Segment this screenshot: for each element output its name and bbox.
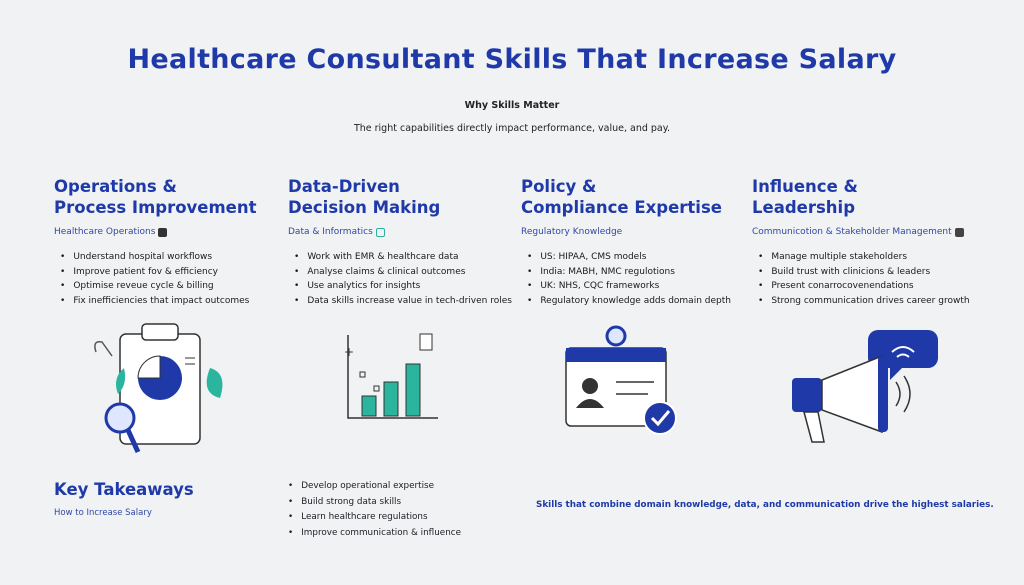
column-subtitle: Data & Informatics xyxy=(288,227,528,237)
magnifier-icon xyxy=(104,402,136,434)
paperclip-icon xyxy=(94,340,113,357)
list-item: Strong communication drives career growt… xyxy=(752,294,1012,309)
takeaways-list: Develop operational expertise Build stro… xyxy=(288,479,461,541)
column-operations: Operations & Process Improvement Healthca… xyxy=(54,176,294,308)
column-policy: Policy & Compliance Expertise Regulatory … xyxy=(521,176,761,308)
column-title: Influence & Leadership xyxy=(752,176,1012,218)
column-title: Operations & Process Improvement xyxy=(54,176,294,218)
subtitle-text: Data & Informatics xyxy=(288,227,373,237)
column-subtitle: Regulatory Knowledge xyxy=(521,227,761,237)
document-icon xyxy=(419,333,433,351)
list-item: Improve communication & influence xyxy=(288,526,461,542)
list-item: Develop operational expertise xyxy=(288,479,461,495)
list-item: Data skills increase value in tech-drive… xyxy=(288,294,528,309)
title-line: Operations & xyxy=(54,177,177,196)
summary-text: Skills that combine domain knowledge, da… xyxy=(536,500,994,510)
list-item: Present conarrocovenendations xyxy=(752,279,1012,294)
why-heading: Why Skills Matter xyxy=(464,100,560,111)
leaf-icon xyxy=(206,368,223,398)
list-item: Understand hospital workflows xyxy=(54,250,294,265)
title-line: Compliance Expertise xyxy=(521,198,722,217)
column-title: Policy & Compliance Expertise xyxy=(521,176,761,218)
list-item: Regulatory knowledge adds domain depth xyxy=(521,294,761,309)
column-leadership: Influence & Leadership Communicotion & St… xyxy=(752,176,1012,308)
list-item: Work with EMR & healthcare data xyxy=(288,250,528,265)
bullet-list: US: HIPAA, CMS models India: MABH, NMC r… xyxy=(521,250,761,308)
page-title: Healthcare Consultant Skills That Increa… xyxy=(127,44,897,75)
column-title: Data-Driven Decision Making xyxy=(288,176,528,218)
list-item: Build strong data skills xyxy=(288,495,461,511)
title-line: Influence & xyxy=(752,177,858,196)
list-item: Analyse claims & clinical outcomes xyxy=(288,265,528,280)
checkmark-icon xyxy=(643,401,677,435)
bar xyxy=(405,363,421,417)
list-item: Fix inefficiencies that impact outcomes xyxy=(54,294,294,309)
subtitle-text: Regulatory Knowledge xyxy=(521,227,623,237)
column-data: Data-Driven Decision Making Data & Inform… xyxy=(288,176,528,308)
bar-chart-illustration: + xyxy=(344,333,438,419)
title-line: Data-Driven xyxy=(288,177,400,196)
bullet-list: Work with EMR & healthcare data Analyse … xyxy=(288,250,528,308)
takeaways-title: Key Takeaways xyxy=(54,480,194,499)
bullet-list: Manage multiple stakeholders Build trust… xyxy=(752,250,1012,308)
title-line: Policy & xyxy=(521,177,597,196)
list-item: US: HIPAA, CMS models xyxy=(521,250,761,265)
list-item: India: MABH, NMC regulotions xyxy=(521,265,761,280)
takeaways-subtitle: How to Increase Salary xyxy=(54,508,152,518)
list-item: Improve patient fov & efficiency xyxy=(54,265,294,280)
list-item: Use analytics for insights xyxy=(288,279,528,294)
square-icon xyxy=(954,227,964,237)
id-badge-illustration xyxy=(565,325,677,435)
list-item: Manage multiple stakeholders xyxy=(752,250,1012,265)
subtitle-text: Healthcare Operations xyxy=(54,227,156,237)
title-line: Leadership xyxy=(752,198,856,217)
bar xyxy=(361,395,377,417)
megaphone-illustration xyxy=(792,330,938,443)
list-item: Learn healthcare regulations xyxy=(288,510,461,526)
list-item: Build trust with clinicions & leaders xyxy=(752,265,1012,280)
bar xyxy=(383,381,399,417)
megaphone-icon xyxy=(792,378,822,412)
column-subtitle: Communicotion & Stakeholder Management xyxy=(752,227,1012,237)
list-item: Optimise reveue cycle & billing xyxy=(54,279,294,294)
medical-cross-icon xyxy=(158,227,168,237)
subtitle-text: Communicotion & Stakeholder Management xyxy=(752,227,952,237)
list-item: UK: NHS, CQC frameworks xyxy=(521,279,761,294)
svg-text:+: + xyxy=(344,345,354,359)
clipboard-illustration xyxy=(94,323,223,454)
tagline: The right capabilities directly impact p… xyxy=(353,123,671,134)
title-line: Decision Making xyxy=(288,198,441,217)
title-line: Process Improvement xyxy=(54,198,257,217)
person-icon xyxy=(582,378,598,394)
bullet-list: Understand hospital workflows Improve pa… xyxy=(54,250,294,308)
column-subtitle: Healthcare Operations xyxy=(54,227,294,237)
edit-icon xyxy=(375,227,385,237)
